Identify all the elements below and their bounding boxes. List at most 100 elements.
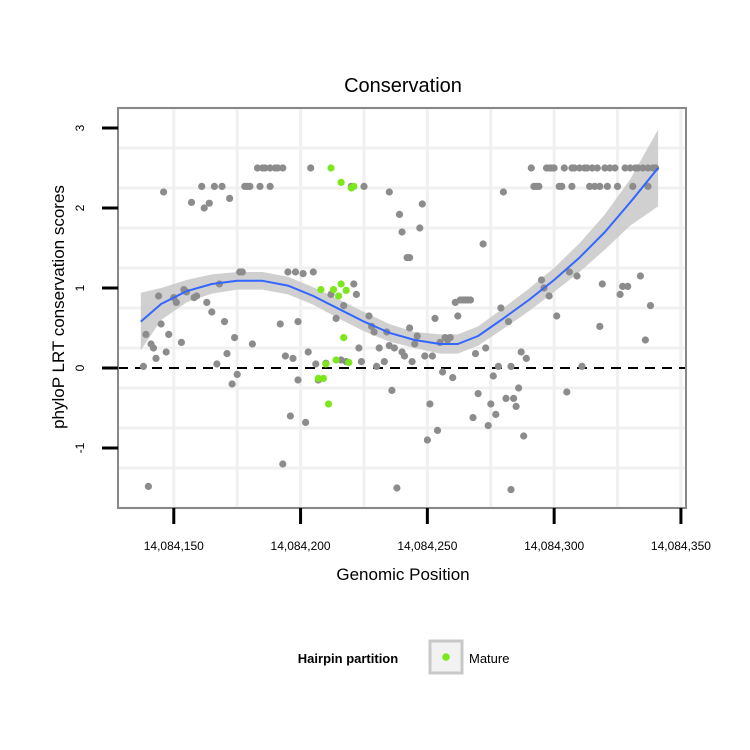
data-point — [177, 338, 185, 346]
data-point — [157, 320, 165, 328]
data-point — [220, 318, 229, 326]
data-point — [421, 352, 429, 360]
mature-data-point — [327, 164, 335, 172]
data-point — [350, 280, 358, 288]
mature-data-point — [324, 400, 333, 408]
data-point — [598, 280, 606, 288]
data-point — [279, 164, 287, 172]
data-point — [228, 380, 236, 388]
data-point — [454, 312, 462, 320]
mature-data-point — [342, 286, 350, 294]
data-point — [385, 188, 393, 196]
data-point — [596, 182, 604, 190]
data-point — [307, 164, 315, 172]
mature-data-point — [335, 292, 343, 300]
data-point — [512, 402, 520, 410]
data-point — [231, 334, 239, 342]
data-point — [406, 324, 414, 332]
data-point — [471, 350, 480, 358]
chart-title: Conservation — [344, 75, 462, 97]
data-point — [253, 164, 262, 172]
data-point — [575, 164, 584, 172]
data-point — [418, 200, 426, 208]
data-point — [340, 302, 348, 310]
data-point — [233, 370, 241, 378]
data-point — [629, 182, 637, 190]
data-point — [203, 298, 211, 306]
data-point — [621, 164, 629, 172]
mature-data-point — [337, 280, 345, 288]
data-point — [144, 482, 152, 490]
data-point — [360, 182, 368, 190]
mature-data-point — [345, 358, 353, 366]
data-point — [469, 414, 477, 422]
data-point — [497, 304, 505, 312]
data-point — [355, 344, 363, 352]
data-point — [545, 292, 553, 300]
data-point — [149, 344, 158, 352]
data-point — [373, 362, 381, 370]
data-point — [624, 282, 632, 290]
legend-label-mature: Mature — [469, 651, 509, 666]
data-point — [446, 334, 454, 342]
data-point — [515, 384, 523, 392]
data-point — [426, 400, 434, 408]
data-point — [479, 240, 487, 248]
data-point — [332, 314, 340, 322]
smooth-line-layer — [140, 167, 659, 345]
data-point — [365, 312, 373, 320]
data-point — [616, 290, 624, 298]
mature-data-point — [350, 182, 358, 190]
mature-data-point — [340, 334, 348, 342]
data-point — [416, 224, 424, 232]
data-point — [431, 314, 439, 322]
data-point — [208, 308, 216, 316]
data-point — [155, 292, 163, 300]
data-point — [489, 372, 497, 380]
data-point — [606, 164, 614, 172]
data-point — [553, 312, 561, 320]
mature-data-point — [337, 178, 345, 186]
data-point — [294, 318, 302, 326]
data-point — [611, 164, 619, 172]
data-point — [586, 182, 594, 190]
legend-title: Hairpin partition — [298, 651, 398, 666]
data-point — [266, 182, 274, 190]
data-point — [492, 410, 500, 418]
data-point — [193, 292, 201, 300]
data-point — [520, 432, 528, 440]
data-point — [568, 182, 576, 190]
data-point — [413, 332, 421, 340]
x-axis-title: Genomic Position — [336, 565, 469, 584]
data-point — [507, 362, 515, 370]
data-point — [626, 164, 634, 172]
data-point — [487, 400, 495, 408]
data-point — [304, 348, 312, 356]
legend-key-mature — [442, 653, 450, 661]
data-point — [357, 358, 365, 366]
data-point — [187, 198, 196, 206]
data-point — [558, 182, 566, 190]
mature-data-point — [317, 286, 325, 294]
x-tick-label: 14,084,300 — [524, 539, 584, 553]
data-point — [210, 182, 218, 190]
data-point — [596, 322, 604, 330]
data-point — [484, 422, 492, 430]
data-point — [286, 412, 294, 420]
data-point — [299, 270, 307, 278]
x-tick-label: 14,084,150 — [144, 539, 204, 553]
data-point — [281, 352, 289, 360]
data-point — [390, 344, 398, 352]
data-point — [400, 352, 409, 360]
data-point — [238, 268, 246, 276]
panel-border — [117, 107, 687, 509]
y-tick-label: -1 — [73, 442, 87, 453]
data-point — [619, 282, 627, 290]
data-point — [433, 426, 442, 434]
data-point — [398, 228, 406, 236]
data-point — [578, 362, 586, 370]
data-point — [213, 360, 221, 368]
points-layer — [139, 164, 660, 494]
data-point — [583, 164, 591, 172]
data-point — [395, 210, 404, 218]
